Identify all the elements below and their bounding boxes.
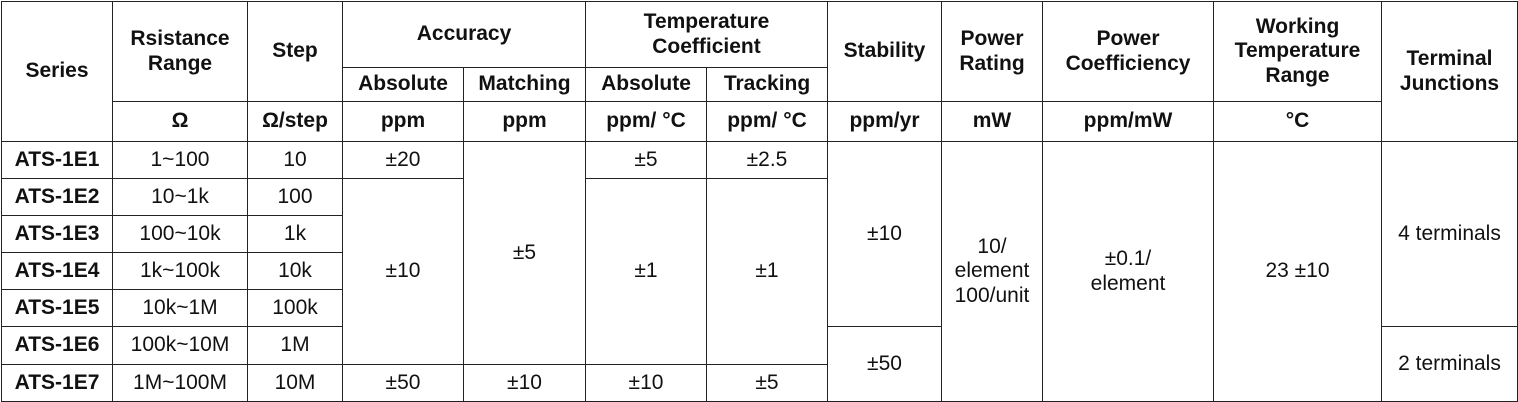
header-terminal-junctions: Terminal Junctions [1381,1,1518,142]
series-cell: ATS-1E1 [1,141,113,179]
step-cell: 1k [247,215,343,253]
unit-working-temperature: °C [1213,101,1382,142]
range-cell: 100k~10M [112,326,248,365]
step-cell: 10M [247,364,343,402]
tc-tracking-cell: ±2.5 [706,141,828,179]
accuracy-absolute-cell: ±50 [342,364,464,402]
header-accuracy: Accuracy [342,1,586,68]
stability-cell: ±50 [827,326,942,402]
unit-tc-tracking: ppm/ °C [706,101,828,142]
table-row: ATS-1E7 1M~100M 10M ±50 ±10 ±10 ±5 [1,364,1518,402]
table-row: ATS-1E2 10~1k 100 ±10 ±1 ±1 [1,178,1518,365]
header-power-coefficiency: Power Coefficiency [1042,1,1214,102]
header-row-2: Absolute Matching Absolute Tracking [2,67,1518,102]
working-temperature-cell: 23 ±10 [1213,141,1382,402]
accuracy-matching-cell: ±10 [463,364,586,402]
stability-cell: ±10 [827,141,942,327]
unit-accuracy-matching: ppm [463,101,586,142]
unit-resistance: Ω [112,101,248,142]
range-cell: 100~10k [112,215,248,253]
series-cell: ATS-1E5 [1,289,113,327]
header-accuracy-matching: Matching [463,67,586,102]
header-step: Step [247,1,343,102]
unit-stability: ppm/yr [827,101,942,142]
series-cell: ATS-1E7 [1,364,113,402]
step-cell: 100 [247,178,343,216]
unit-power-rating: mW [941,101,1043,142]
unit-tc-absolute: ppm/ °C [585,101,707,142]
series-cell: ATS-1E6 [1,326,113,365]
step-cell: 1M [247,326,343,365]
units-row: Ω Ω/step ppm ppm ppm/ °C ppm/ °C ppm/yr … [2,101,1518,142]
header-resistance-range: Rsistance Range [112,1,248,102]
header-temperature-coefficient: Temperature Coefficient [585,1,828,68]
header-working-temperature-range: Working Temperature Range [1213,1,1382,102]
range-cell: 1k~100k [112,252,248,290]
tc-absolute-cell: ±5 [585,141,707,179]
table-row: ATS-1E1 1~100 10 ±20 ±5 ±5 ±2.5 ±10 10/e… [1,141,1518,402]
header-row-1: Series Rsistance Range Step Accuracy Temp… [1,1,1518,142]
series-cell: ATS-1E3 [1,215,113,253]
tc-absolute-cell: ±10 [585,364,707,402]
table-row: ATS-1E4 1k~100k 10k [1,252,1518,290]
header-tc-absolute: Absolute [585,67,707,102]
power-coefficiency-cell: ±0.1/element [1042,141,1214,402]
table-row: ATS-1E6 100k~10M 1M ±50 2 terminals [1,326,1518,402]
unit-power-coefficiency: ppm/mW [1042,101,1214,142]
accuracy-absolute-cell: ±20 [342,141,464,179]
step-cell: 10 [247,141,343,179]
series-cell: ATS-1E4 [1,252,113,290]
unit-step: Ω/step [247,101,343,142]
header-accuracy-absolute: Absolute [342,67,464,102]
step-cell: 10k [247,252,343,290]
tc-absolute-cell: ±1 [585,178,707,365]
unit-accuracy-absolute: ppm [342,101,464,142]
header-series: Series [1,1,113,142]
tc-tracking-cell: ±5 [706,364,828,402]
series-cell: ATS-1E2 [1,178,113,216]
accuracy-absolute-cell: ±10 [342,178,464,365]
terminals-cell: 2 terminals [1381,326,1518,402]
header-stability: Stability [827,1,942,102]
range-cell: 1M~100M [112,364,248,402]
range-cell: 10k~1M [112,289,248,327]
table-row: ATS-1E5 10k~1M 100k [1,289,1518,327]
step-cell: 100k [247,289,343,327]
accuracy-matching-cell: ±5 [463,141,586,365]
range-cell: 1~100 [112,141,248,179]
table-row: ATS-1E3 100~10k 1k [1,215,1518,253]
terminals-cell: 4 terminals [1381,141,1518,327]
header-tc-tracking: Tracking [706,67,828,102]
range-cell: 10~1k [112,178,248,216]
header-power-rating: Power Rating [941,1,1043,102]
power-rating-cell: 10/element 100/unit [941,141,1043,402]
tc-tracking-cell: ±1 [706,178,828,365]
